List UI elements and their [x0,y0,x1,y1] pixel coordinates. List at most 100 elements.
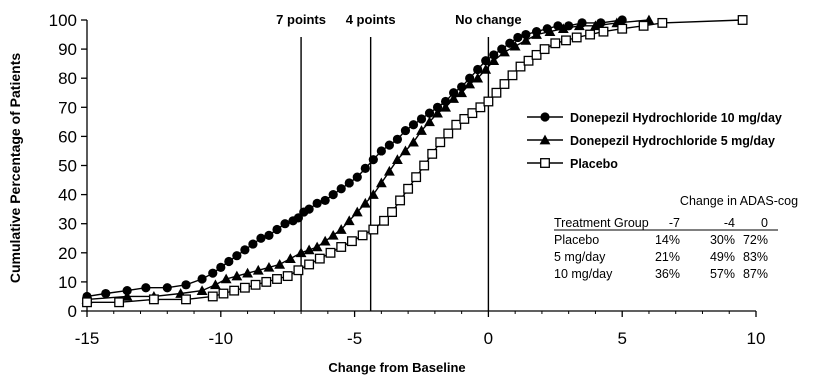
x-axis-label: Change from Baseline [328,360,465,375]
data-point [387,207,398,218]
data-point [181,280,191,290]
data-point [403,183,414,194]
data-point [252,264,264,275]
data-point [325,247,336,258]
data-point [505,38,515,48]
data-point [553,21,563,31]
data-point [220,273,232,284]
data-point [343,215,355,226]
table-cell: 14% [655,233,680,247]
data-point [295,247,307,258]
y-tick-label: 70 [58,98,77,117]
data-point [432,107,443,118]
y-tick-label: 90 [58,40,77,59]
reference-line-label: 7 points [276,12,326,27]
data-point [465,73,475,83]
series-group [82,15,627,302]
data-point [336,242,347,252]
data-point [590,20,601,31]
data-point [240,245,250,255]
data-point [229,285,240,296]
data-point [242,267,253,278]
table-cell: 10 mg/day [554,267,613,281]
data-point [392,154,403,164]
data-point [472,72,484,83]
data-point [571,32,582,43]
table-cell: 83% [743,250,768,264]
data-point [360,163,370,174]
data-point [375,177,387,188]
data-point [416,114,427,124]
data-point [499,79,510,89]
data-point [216,262,226,272]
data-point [392,134,403,144]
data-point [411,172,422,183]
data-point [400,145,411,156]
table-cell: 30% [710,233,735,247]
data-point [141,283,151,293]
data-point [368,155,378,165]
data-point [424,108,435,118]
data-point [122,286,132,296]
data-point [181,294,191,305]
data-point [520,34,532,45]
data-point [196,285,208,295]
y-tick-label: 100 [49,11,77,30]
data-point [443,128,454,139]
data-point [162,283,172,293]
x-tick-label: -5 [347,329,362,348]
data-point [539,44,550,55]
data-point [507,70,518,81]
reference-line-label: 4 points [346,12,396,27]
data-point [320,195,330,206]
data-point [416,125,427,135]
data-point [352,172,362,182]
data-point [598,26,609,37]
data-point [531,29,542,39]
y-axis-label: Cumulative Percentage of Patients [7,53,23,284]
data-point [384,140,394,150]
table-header: -4 [724,216,735,230]
data-point [327,229,339,240]
data-point [359,197,371,208]
data-point [121,291,133,301]
data-point [231,270,243,281]
data-point [293,213,304,223]
x-tick-label: -10 [209,329,234,348]
data-point [585,29,596,40]
y-tick-label: 50 [58,157,77,176]
data-point [475,102,486,113]
data-point [515,61,526,72]
data-point [451,119,462,130]
data-point [304,259,315,270]
table-header: 0 [761,216,768,230]
reference-line-label: No change [455,12,521,27]
data-point [419,160,430,171]
data-point [328,190,338,200]
data-point [282,271,293,282]
series-line [87,19,743,303]
data-point [435,137,446,148]
data-point [346,236,357,247]
data-point [261,276,272,287]
data-point [272,224,282,235]
data-point [248,239,258,249]
data-point [82,297,92,308]
data-point [427,148,438,159]
data-point [657,17,668,28]
y-tick-label: 10 [58,273,77,292]
data-point [114,297,125,308]
data-point [456,87,468,98]
data-point [424,116,435,127]
data-point [148,294,159,305]
y-tick-label: 30 [58,215,77,234]
data-point [274,259,286,269]
data-point [544,26,556,36]
data-point [218,288,229,299]
data-point [489,50,499,60]
data-point [379,215,389,226]
data-point [264,230,274,240]
data-point [344,178,354,188]
data-point [483,96,494,107]
table-cell: 57% [710,267,735,281]
